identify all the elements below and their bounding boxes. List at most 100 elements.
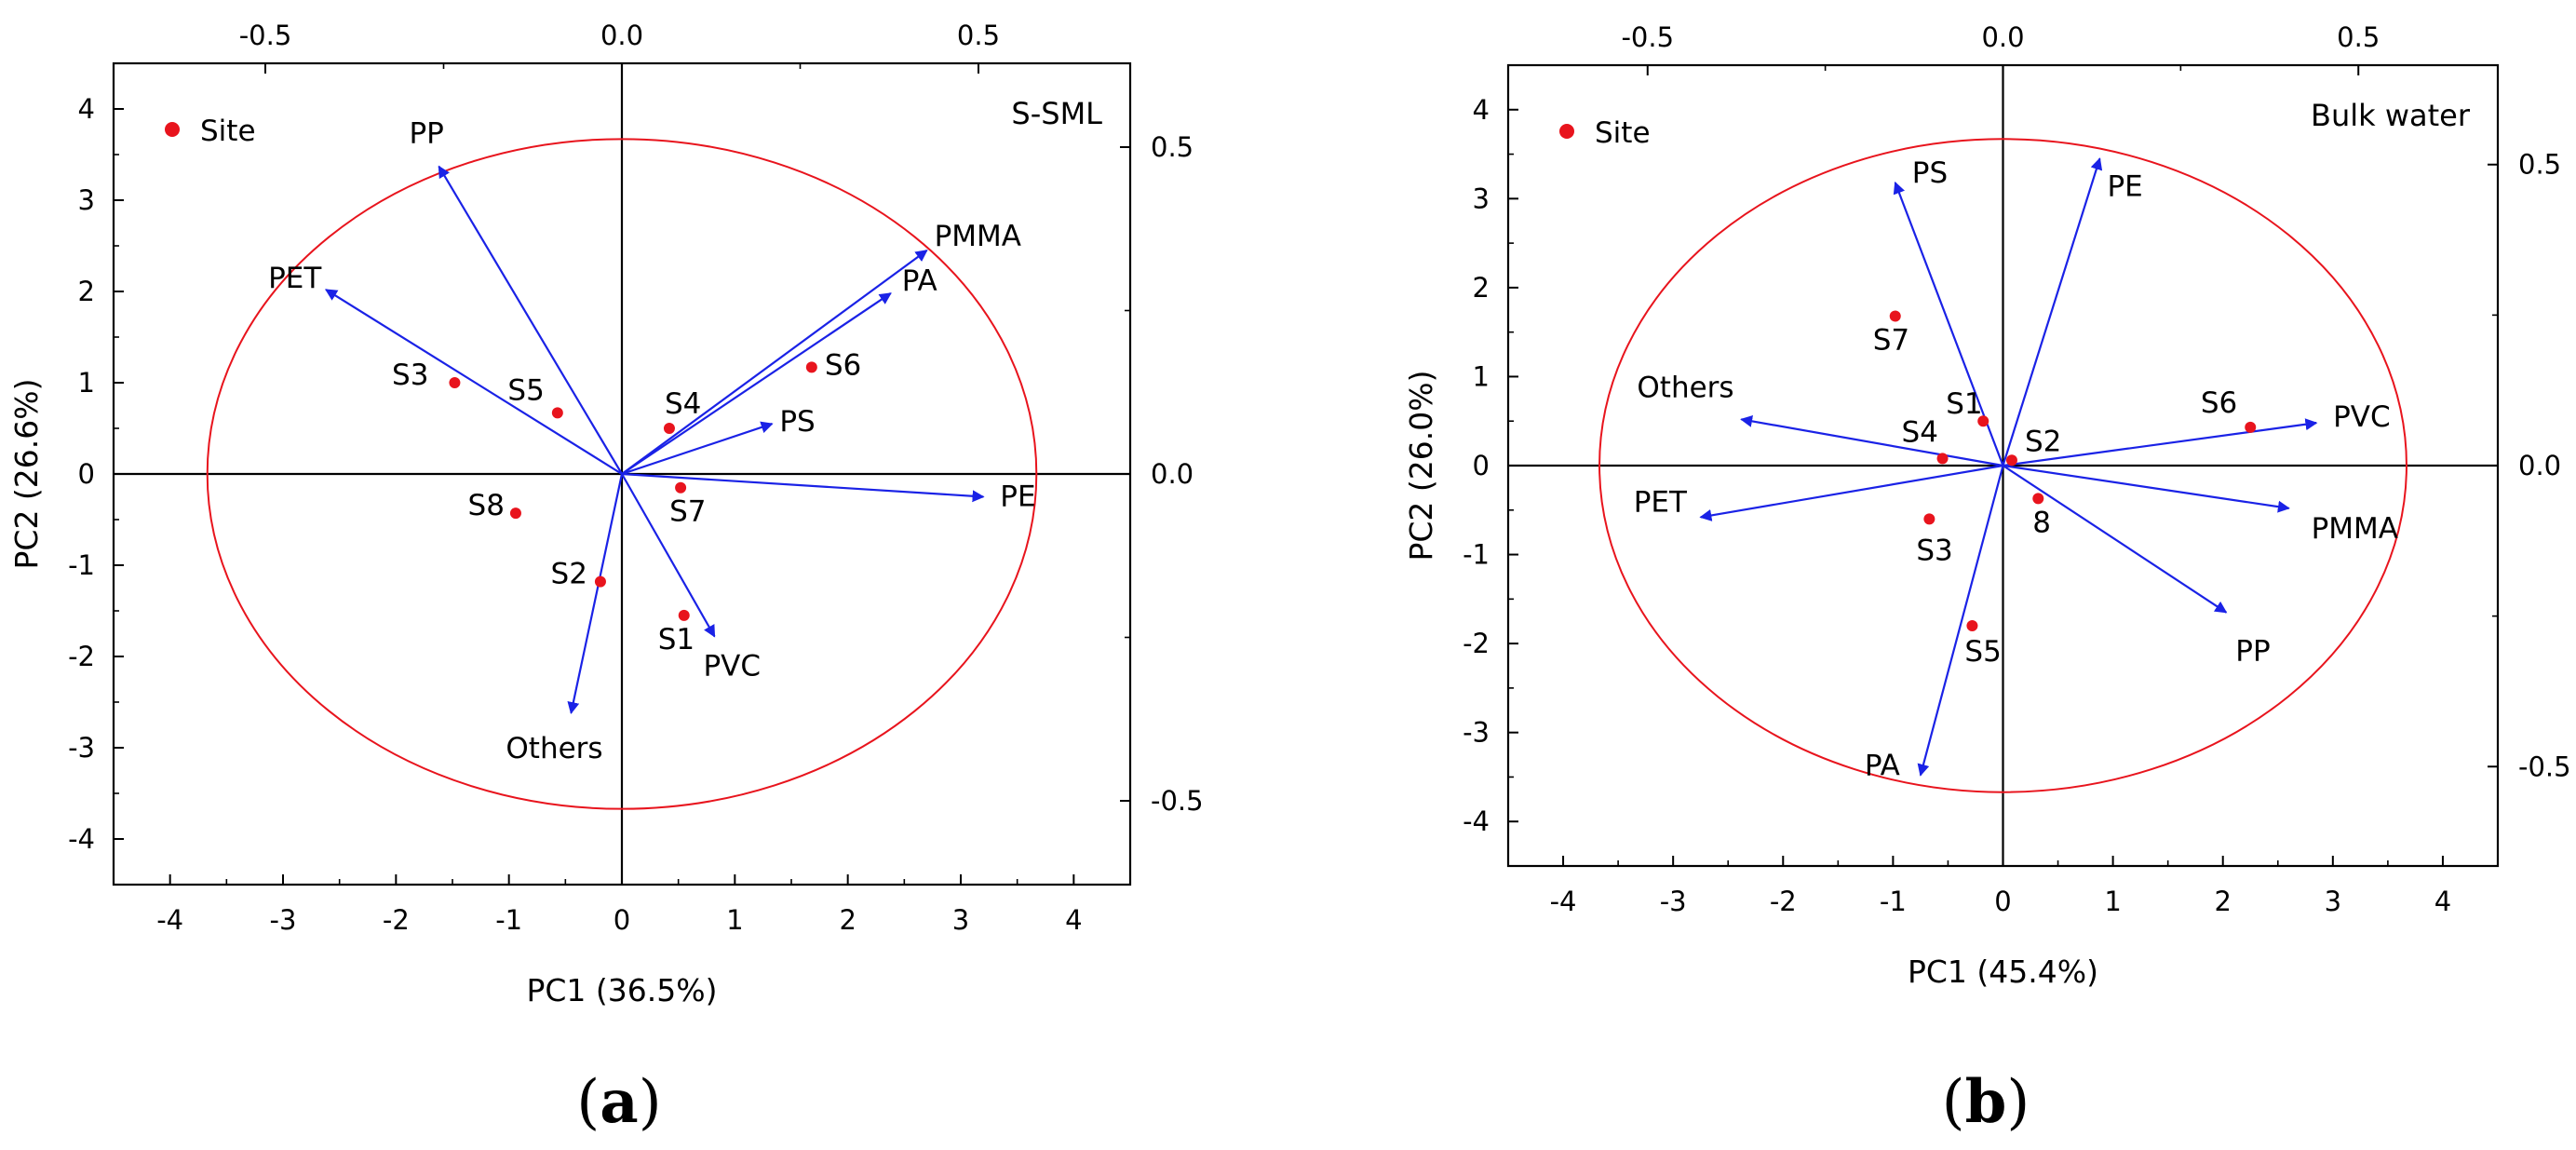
x-axis-title: PC1 (45.4%) — [1908, 954, 2098, 990]
site-point-s4 — [663, 423, 675, 434]
x-tick-label: -4 — [156, 904, 183, 936]
site-point-s2 — [594, 575, 606, 588]
top-tick-label: 0.0 — [1981, 21, 2024, 53]
biplot-panel-a: -4 -3 -2 -1 0 1 2 3 4 -4 -3 -2 -1 0 1 2 3 4 -0.5 0.0 0.5 0.5 0… — [8, 20, 1204, 1137]
site-point-s1 — [678, 609, 690, 621]
vector-label-ps: PS — [1912, 156, 1948, 190]
y-axis-title: PC2 (26.6%) — [8, 378, 45, 569]
x-tick-label: 4 — [1065, 904, 1082, 936]
biplot-panel-b: -4 -3 -2 -1 0 1 2 3 4 -4 -3 -2 -1 0 1 2 3 4 -0.5 0.0 0.5 0.5 0… — [1403, 21, 2571, 1137]
x-tick-label: 2 — [839, 904, 856, 936]
y-tick-label: -3 — [1463, 717, 1490, 749]
correlation-circle — [1598, 138, 2407, 793]
site-label-s2: S2 — [2025, 425, 2061, 458]
x-tick-label: -4 — [1550, 886, 1577, 917]
x-tick-label: -2 — [1770, 886, 1797, 917]
site-label-s5: S5 — [1964, 635, 2001, 669]
x-tick-label: 3 — [952, 904, 969, 936]
site-label-s1: S1 — [1946, 387, 1982, 421]
legend-marker-site — [1559, 124, 1574, 139]
site-label-s6: S6 — [2201, 386, 2237, 420]
x-tick-label: 2 — [2214, 886, 2231, 917]
y-tick-label: -1 — [68, 549, 95, 581]
site-point-s3 — [449, 377, 461, 388]
vector-label-pet: PET — [268, 262, 322, 295]
y-tick-label: 2 — [78, 276, 95, 307]
right-tick-label: 0.0 — [1151, 458, 1194, 490]
site-label-s7: S7 — [1873, 323, 1909, 357]
right-tick-label: 0.5 — [2518, 149, 2561, 181]
panel-label-open-paren: ( — [1942, 1068, 1965, 1137]
panel-label-close-paren: ) — [2006, 1068, 2030, 1137]
site-label-s3: S3 — [392, 359, 428, 392]
panel-label: (a) — [576, 1067, 661, 1137]
x-tick-label: 0 — [614, 904, 630, 936]
site-point-s5 — [1966, 620, 1978, 631]
loading-vector-pp — [438, 165, 623, 475]
loading-vector-others — [1740, 414, 2003, 467]
site-label-s4: S4 — [665, 387, 701, 421]
loading-vector-pe — [621, 472, 985, 503]
loading-vector-pp — [2002, 465, 2228, 614]
loading-vector-others — [567, 473, 624, 715]
x-tick-label: 3 — [2325, 886, 2341, 917]
vector-label-others: Others — [506, 732, 602, 765]
panel-label-letter: b — [1965, 1067, 2007, 1137]
panel-label: (b) — [1942, 1067, 2030, 1137]
y-tick-label: -2 — [68, 641, 95, 672]
vector-label-pvc: PVC — [703, 649, 761, 683]
x-tick-label: 0 — [1994, 886, 2011, 917]
right-tick-label: -0.5 — [2518, 751, 2571, 782]
loading-vector-pet — [1699, 464, 2003, 521]
right-tick-label: -0.5 — [1151, 785, 1204, 817]
vector-label-pa: PA — [902, 264, 937, 298]
y-tick-label: -1 — [1463, 539, 1490, 571]
loading-vector-pe — [2002, 157, 2103, 467]
loading-vector-pmma — [2003, 464, 2290, 513]
loading-vector-pa — [1917, 465, 2004, 777]
vector-label-pmma: PMMA — [2312, 512, 2398, 546]
loading-vector-pvc — [621, 473, 716, 638]
loading-vector-pet — [325, 289, 623, 475]
y-tick-label: 1 — [1473, 360, 1490, 392]
site-label-s2: S2 — [551, 558, 587, 591]
plot-title: S-SML — [1011, 96, 1102, 131]
y-tick-label: 3 — [1473, 183, 1490, 214]
top-tick-label: 0.5 — [2337, 21, 2380, 53]
y-tick-label: -4 — [68, 823, 95, 855]
top-tick-label: 0.5 — [957, 20, 1000, 51]
vector-label-pp: PP — [409, 117, 443, 151]
x-axis-title: PC1 (36.5%) — [526, 972, 717, 1008]
site-point-s7 — [675, 481, 687, 494]
site-point-s6 — [805, 361, 817, 373]
site-point-s2 — [2005, 454, 2017, 467]
vector-label-pvc: PVC — [2333, 400, 2391, 434]
site-label-s4: S4 — [1902, 415, 1938, 449]
y-tick-label: -3 — [68, 732, 95, 764]
panel-label-letter: a — [600, 1067, 638, 1137]
y-axis-title: PC2 (26.0%) — [1403, 370, 1439, 561]
y-tick-label: 4 — [78, 93, 95, 125]
vector-label-others: Others — [1637, 371, 1733, 404]
correlation-circle — [206, 138, 1038, 810]
y-tick-label: 3 — [78, 184, 95, 216]
site-point-s4 — [1936, 453, 1949, 465]
vector-label-pe: PE — [1000, 480, 1035, 514]
y-tick-label: -4 — [1463, 805, 1490, 837]
site-point-s5 — [551, 407, 563, 419]
panel-label-open-paren: ( — [576, 1068, 600, 1137]
x-tick-label: -1 — [1880, 886, 1907, 917]
top-tick-label: -0.5 — [1621, 21, 1674, 53]
loading-vector-pmma — [621, 250, 928, 475]
site-point-s3 — [1923, 513, 1935, 525]
top-tick-label: 0.0 — [600, 20, 643, 51]
legend-label-site: Site — [1595, 116, 1651, 150]
legend-marker-site — [165, 122, 180, 137]
site-label-s1: S1 — [658, 623, 695, 656]
loading-vector-ps — [621, 421, 774, 476]
vector-label-pmma: PMMA — [935, 220, 1021, 253]
x-tick-label: 1 — [726, 904, 743, 936]
y-tick-label: 0 — [1473, 450, 1490, 481]
x-tick-label: -3 — [1660, 886, 1687, 917]
